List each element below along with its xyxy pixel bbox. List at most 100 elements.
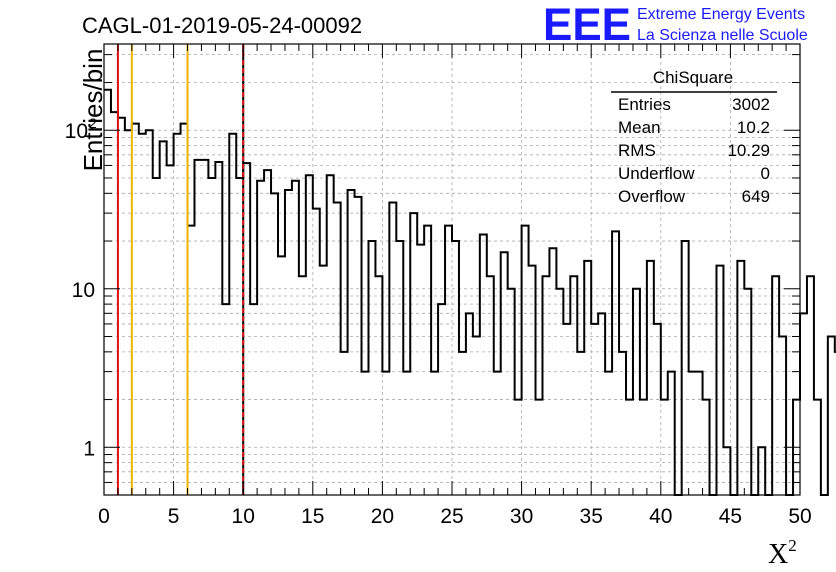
stats-box: ChiSquare Entries 3002 Mean 10.2 RMS 10.… [611,68,777,206]
stats-label-underflow: Underflow [618,164,695,183]
histogram-bin [368,241,375,495]
histogram-bin [591,324,598,495]
histogram-bin [563,324,570,495]
histogram-bin [696,372,703,495]
logo-line-1: Extreme Energy Events [637,6,805,23]
stats-value-rms: 10.29 [727,141,770,160]
histogram-bin [320,266,327,495]
histogram-bin [417,245,424,495]
x-tick-label: 15 [301,505,324,528]
histogram-bin [243,163,250,495]
y-tick-label: 1 [83,437,95,460]
x-axis-label: X2 [768,536,797,570]
stats-value-underflow: 0 [761,164,770,183]
run-title: CAGL-01-2019-05-24-00092 [82,13,362,38]
histogram-outline [104,88,836,496]
histogram-bin [459,352,466,495]
stats-label-overflow: Overflow [618,187,686,206]
y-axis-label: Entries/bin [78,49,108,172]
histogram-bin [424,226,431,495]
y-tick-label: 10 [65,120,88,143]
histogram-bin [285,190,292,495]
histogram-bin [612,231,619,495]
histogram-bin [334,203,341,495]
histogram-bin [264,170,271,495]
y-tick-exponent: 2 [89,115,97,131]
histogram-bin [313,209,320,495]
x-tick-label: 35 [580,505,603,528]
histogram-bin [549,248,556,495]
histogram-bin [382,372,389,495]
histogram-bin [619,352,626,495]
histogram-bin [480,234,487,495]
histogram-bin [828,336,835,495]
histogram-bin [744,289,751,495]
histogram-bin [626,400,633,495]
histogram-bin [452,241,459,495]
histogram-bin [445,226,452,495]
histogram-bin [355,197,362,495]
x-tick-label: 10 [232,505,255,528]
x-tick-label: 45 [719,505,742,528]
histogram-bin [348,190,355,495]
histogram-bin [647,261,654,495]
histogram-bin [501,252,508,495]
x-tick-label: 25 [440,505,463,528]
histogram-bin [118,118,125,495]
x-tick-label: 40 [649,505,672,528]
histogram-bin [772,276,779,495]
histogram-bin [257,181,264,495]
histogram-bin [522,226,529,495]
stats-label-entries: Entries [618,95,671,114]
histogram-bin [466,313,473,495]
stats-value-mean: 10.2 [737,118,770,137]
histogram-bin [139,134,146,495]
histogram-bin [598,313,605,495]
histogram-bin [403,372,410,495]
x-tick-label: 50 [788,505,811,528]
histogram-bin [222,304,229,495]
histogram-bin [236,178,243,495]
histogram-bin [438,304,445,495]
histogram-bin [716,266,723,495]
histogram-bin [389,203,396,495]
histogram-bin [515,400,522,495]
histogram-bin [654,324,661,495]
histogram-bin [271,193,278,495]
y-tick-label: 10 [72,279,95,302]
histogram-series [104,88,836,496]
histogram-bin [473,336,480,495]
x-tick-label: 30 [510,505,533,528]
histogram-bin [167,165,174,495]
histogram-bin [633,289,640,495]
stats-value-entries: 3002 [732,95,770,114]
histogram-bin [689,372,696,495]
histogram-bin [188,226,195,495]
x-tick-labels: 0 5 10 15 20 25 30 35 40 45 50 [98,505,812,528]
histogram-bin [410,213,417,495]
histogram-bin [536,400,543,495]
histogram-bin [160,141,167,495]
histogram-bin [494,372,501,495]
histogram-bin [306,175,313,495]
histogram-bin [577,352,584,495]
histogram-bin [250,304,257,495]
axis-ticks [103,44,801,496]
histogram-bin [208,178,215,495]
stats-value-overflow: 649 [742,187,770,206]
histogram-bin [111,112,118,495]
histogram-bin [556,289,563,495]
stats-label-rms: RMS [618,141,656,160]
eee-logo: EEE [543,0,631,50]
histogram-bin [341,352,348,495]
histogram-bin [723,447,730,495]
logo-line-2: La Scienza nelle Scuole [637,27,808,44]
reference-lines [116,44,245,495]
histogram-bin [201,160,208,495]
histogram-bin [362,372,369,495]
stats-title: ChiSquare [653,68,733,87]
histogram-bin [508,289,515,495]
histogram-bin [584,261,591,495]
histogram-bin [779,336,786,495]
